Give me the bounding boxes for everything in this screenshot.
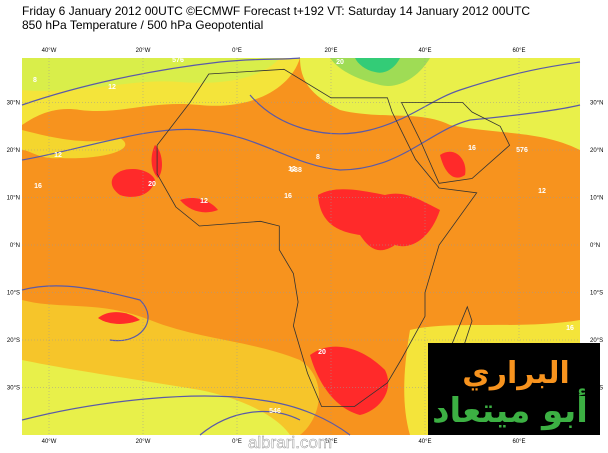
latitude-label: 30°N: [590, 101, 603, 107]
warm-region: [22, 130, 126, 159]
longitude-label: 40°E: [418, 48, 431, 54]
contour-label: 588: [290, 167, 302, 174]
latitude-label: 20°N: [590, 148, 603, 154]
latitude-label: 10°N: [590, 196, 603, 202]
longitude-label: 20°E: [324, 48, 337, 54]
contour-label: 12: [200, 198, 208, 205]
longitude-label: 60°E: [512, 439, 525, 445]
contour-label: 546: [269, 408, 281, 415]
contour-label: 12: [108, 84, 116, 91]
contour-label: 12: [54, 152, 62, 159]
longitude-label: 20°W: [136, 439, 151, 445]
hot-region: [180, 198, 218, 213]
latitude-label: 10°S: [7, 291, 20, 297]
hot-region: [318, 189, 440, 251]
longitude-label: 0°E: [232, 48, 242, 54]
labels: 40°W 40°W 20°W 20°W 0°E 0°E 20°E 20°E 40°E 40°E 60…: [7, 48, 604, 445]
latitude-label: 20°S: [590, 338, 603, 344]
contour-label: 20: [148, 181, 156, 188]
header-line: Friday 6 January 2012 00UTC ©ECMWF Forec…: [22, 4, 530, 18]
contour-label: 16: [34, 183, 42, 190]
logo-text: البراري: [462, 356, 570, 391]
longitude-label: 40°W: [42, 439, 57, 445]
latitude-label: 10°S: [590, 291, 603, 297]
contour-label: 8: [316, 154, 320, 161]
site-watermark: albrari.com: [248, 433, 332, 452]
header-line: 850 hPa Temperature / 500 hPa Geopotenti…: [22, 18, 263, 32]
graticule: [22, 58, 580, 435]
longitude-label: 40°W: [42, 48, 57, 54]
latitude-label: 0°N: [10, 243, 20, 249]
logo-box: [428, 343, 600, 435]
contour-label: 576: [516, 147, 528, 154]
hot-region: [111, 168, 155, 197]
hot-region: [440, 151, 466, 178]
cold-region: [355, 58, 400, 73]
longitude-label: 20°W: [136, 48, 151, 54]
latitude-label: 30°S: [7, 386, 20, 392]
contour-label: 16: [284, 193, 292, 200]
geopotential-contours: [21, 57, 581, 436]
contour-label: 16: [468, 145, 476, 152]
latitude-label: 30°N: [7, 101, 20, 107]
contour-label: 16: [566, 325, 574, 332]
longitude-label: 40°E: [418, 439, 431, 445]
hot-region: [98, 312, 140, 324]
cool-region: [22, 58, 280, 91]
logo-text: أبو ميتعاد: [432, 388, 588, 431]
longitude-label: 20°E: [324, 439, 337, 445]
latitude-label: 20°N: [7, 148, 20, 154]
contour-label: 20: [318, 349, 326, 356]
latitude-label: 20°S: [7, 338, 20, 344]
contour-label: 8: [33, 77, 37, 84]
longitude-label: 60°E: [512, 48, 525, 54]
latitude-label: 10°N: [7, 196, 20, 202]
contour-label: 12: [538, 188, 546, 195]
contour-label: 576: [172, 57, 184, 64]
longitude-label: 0°E: [232, 439, 242, 445]
hot-region: [310, 346, 389, 415]
contour-label: 20: [336, 59, 344, 66]
latitude-label: 0°N: [590, 243, 600, 249]
contour-label: 12: [288, 166, 296, 173]
